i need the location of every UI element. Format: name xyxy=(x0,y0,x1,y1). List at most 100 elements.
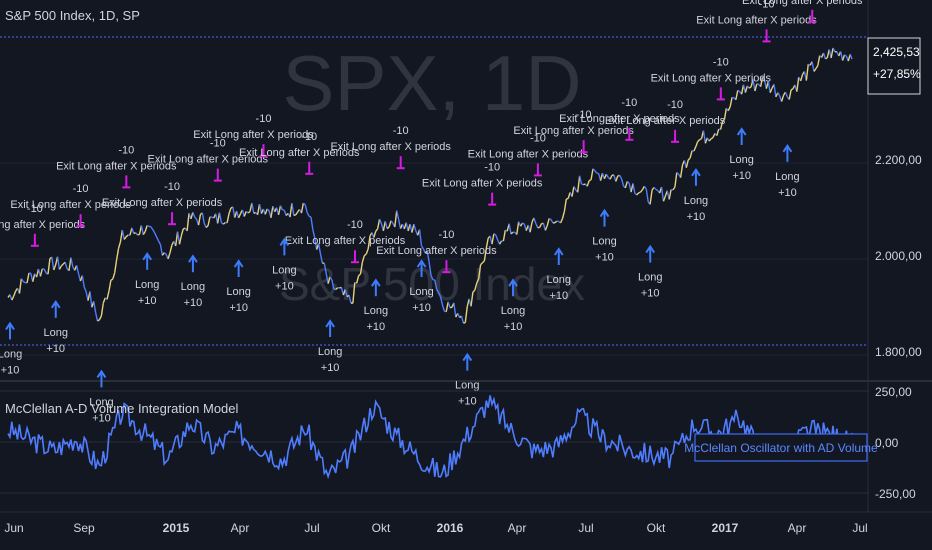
price-segment xyxy=(22,280,26,284)
exit-signal-qty: -10 xyxy=(438,229,454,241)
long-signal-label: Long xyxy=(43,327,67,339)
price-segment xyxy=(131,227,135,234)
price-segment xyxy=(445,301,449,312)
price-segment xyxy=(64,262,68,269)
price-segment xyxy=(655,188,659,192)
time-axis-label: Okt xyxy=(647,521,666,535)
long-signal-head xyxy=(736,127,747,136)
price-segment xyxy=(510,231,514,235)
price-segment xyxy=(441,304,446,312)
price-segment xyxy=(306,212,310,217)
time-axis-label: Sep xyxy=(73,521,95,535)
price-segment xyxy=(376,219,381,229)
exit-signal-label: Exit Long after X periods xyxy=(239,147,360,159)
price-segment xyxy=(327,276,331,284)
exit-signal-qty: -10 xyxy=(484,162,500,174)
exit-signal-label: Exit Long after X periods xyxy=(422,178,543,190)
price-segment xyxy=(704,137,708,144)
price-segment xyxy=(567,192,571,199)
price-segment xyxy=(620,178,625,187)
long-signal-head xyxy=(691,167,701,177)
exit-signal-qty: -10 xyxy=(393,125,409,137)
price-segment xyxy=(460,315,465,324)
long-signal-label: Long xyxy=(135,279,159,291)
price-segment xyxy=(693,146,697,152)
price-segment xyxy=(251,202,255,214)
price-segment xyxy=(566,197,569,200)
price-segment xyxy=(546,218,550,226)
price-segment xyxy=(270,206,274,218)
price-segment xyxy=(535,223,539,228)
price-segment xyxy=(573,186,577,191)
time-axis-label: Apr xyxy=(788,521,807,535)
price-segment xyxy=(687,157,691,161)
price-segment xyxy=(159,244,164,256)
exit-signal-qty: -10 xyxy=(667,99,683,111)
price-segment xyxy=(796,77,800,92)
price-segment xyxy=(472,289,476,293)
price-segment xyxy=(98,315,102,321)
price-segment xyxy=(43,268,47,274)
price-segment xyxy=(140,225,144,235)
price-segment xyxy=(375,228,379,232)
price-segment xyxy=(805,64,809,81)
price-segment xyxy=(493,233,497,236)
price-pane xyxy=(0,0,868,380)
price-segment xyxy=(108,280,112,292)
symbol-title[interactable]: S&P 500 Index, 1D, SP xyxy=(5,8,140,23)
price-segment xyxy=(817,55,821,66)
price-segment xyxy=(75,265,80,274)
price-segment xyxy=(586,180,590,187)
price-segment xyxy=(117,241,122,249)
price-segment xyxy=(685,159,689,168)
exit-signal-label: Exit Long after X periods xyxy=(559,113,680,125)
price-segment xyxy=(723,108,728,120)
time-axis-label: 2017 xyxy=(712,521,739,535)
price-segment xyxy=(279,205,284,211)
price-segment xyxy=(727,106,731,112)
long-signal-label: Long xyxy=(684,195,708,207)
price-segment xyxy=(640,189,644,193)
price-segment xyxy=(155,236,160,242)
price-segment xyxy=(426,250,430,263)
price-axis-label-1800: 1.800,00 xyxy=(875,345,922,359)
long-signal-head xyxy=(371,278,381,287)
long-signal-label: Long xyxy=(547,274,571,286)
price-segment xyxy=(420,245,424,250)
price-segment xyxy=(464,306,468,323)
indicator-title[interactable]: McClellan A-D Volume Integration Model xyxy=(5,401,239,416)
price-segment xyxy=(237,213,242,219)
long-signal-head xyxy=(279,237,290,246)
price-segment xyxy=(699,137,702,141)
time-axis[interactable]: Jun Sep 2015 Apr Jul Okt 2016 Apr Jul Okt 2017 Apr J… xyxy=(4,521,867,535)
price-segment xyxy=(245,210,249,214)
price-segment xyxy=(592,168,596,172)
price-segment xyxy=(11,295,15,301)
price-segment xyxy=(643,185,647,190)
price-segment xyxy=(695,141,699,147)
price-segment xyxy=(418,229,423,246)
long-signal-head xyxy=(462,352,473,362)
price-segment xyxy=(97,319,100,322)
price-segment xyxy=(780,95,785,102)
price-segment xyxy=(470,291,474,307)
price-segment xyxy=(58,265,62,270)
long-signal-qty: +10 xyxy=(275,280,294,292)
long-signal-label: Long xyxy=(729,154,753,166)
price-segment xyxy=(542,223,546,231)
long-signal-head xyxy=(599,208,610,218)
osc-axis-label-0: 0,00 xyxy=(875,436,899,450)
time-axis-label: 2016 xyxy=(437,521,464,535)
price-segment xyxy=(617,174,620,177)
price-segment xyxy=(495,234,499,241)
long-signal-qty: +10 xyxy=(1,364,20,376)
price-segment xyxy=(207,216,211,226)
long-signal-qty: +10 xyxy=(549,290,568,302)
price-segment xyxy=(150,226,154,231)
price-segment xyxy=(538,223,543,228)
price-segment xyxy=(563,198,567,212)
price-segment xyxy=(578,175,583,185)
exit-signal-qty: -10 xyxy=(210,138,226,150)
price-segment xyxy=(178,235,183,245)
